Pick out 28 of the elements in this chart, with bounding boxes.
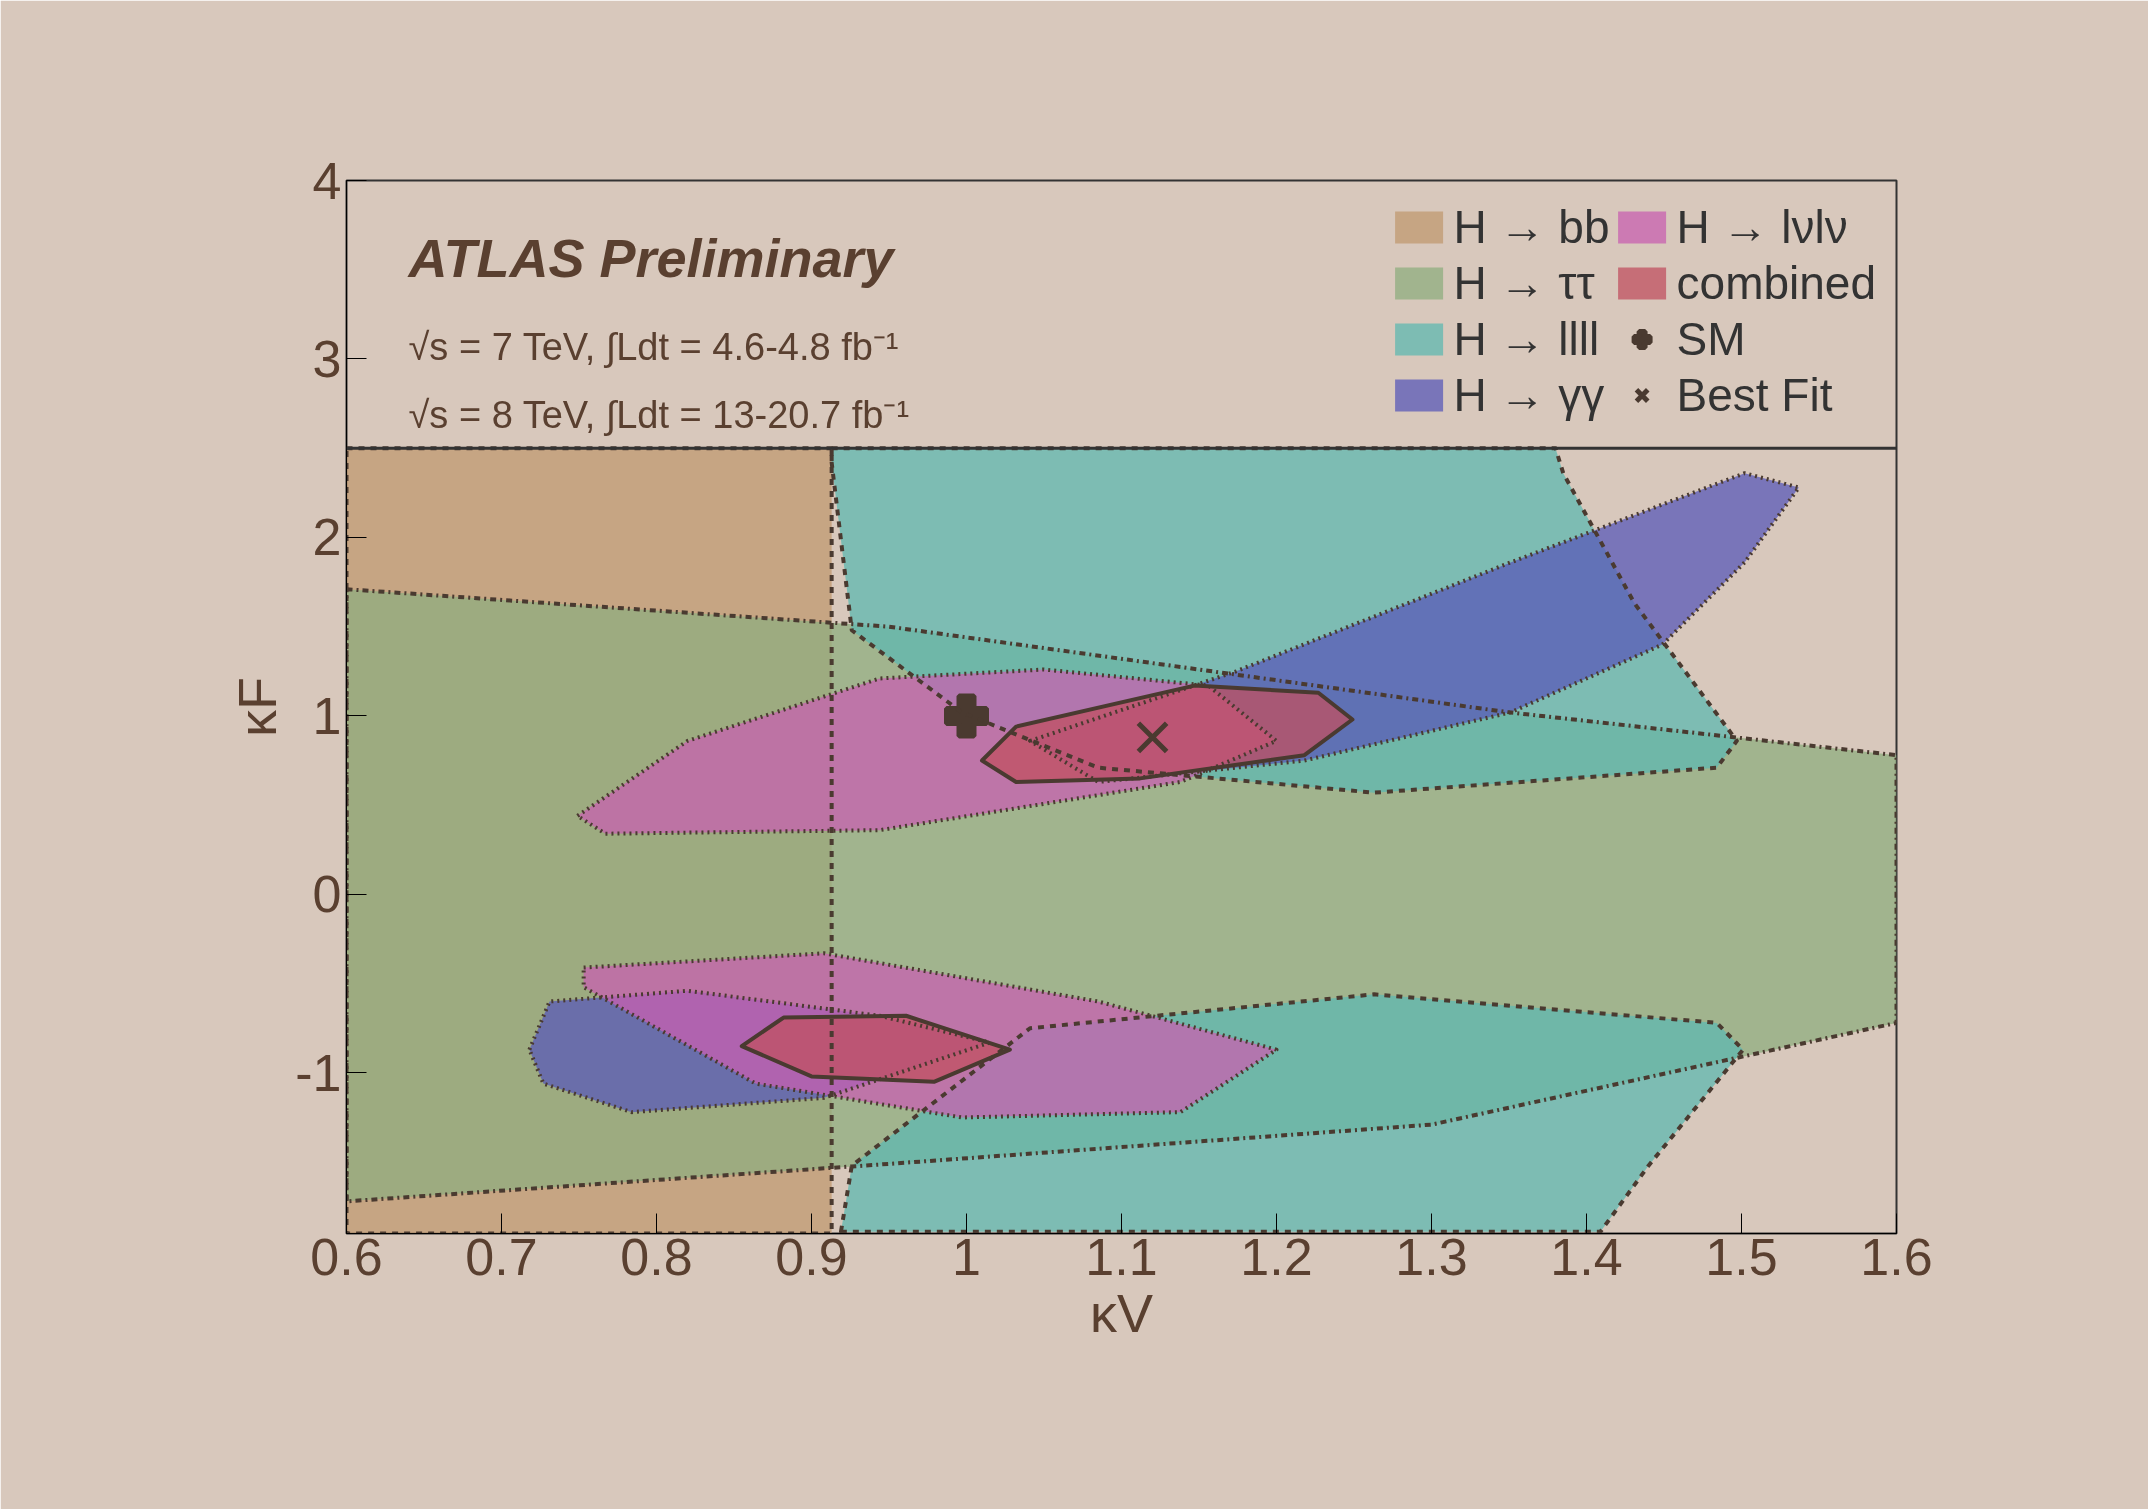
x-tick-label: 1.4	[1550, 1227, 1623, 1286]
legend-label: H → bb	[1453, 200, 1610, 254]
y-tick-label: 2	[312, 508, 342, 567]
x-tick-label: 0.6	[310, 1227, 383, 1286]
x-tick-label: 0.7	[465, 1227, 538, 1286]
legend-label: H → ττ	[1453, 256, 1595, 310]
legend-label: H → γγ	[1453, 368, 1605, 422]
y-tick-label: -1	[295, 1043, 342, 1102]
x-tick-label: 0.9	[775, 1227, 848, 1286]
x-tick-label: 0.8	[620, 1227, 693, 1286]
y-tick-label: 3	[312, 329, 342, 388]
legend-label: Best Fit	[1676, 368, 1833, 422]
x-tick-label: 1.3	[1395, 1227, 1468, 1286]
y-axis-title: κF	[227, 676, 288, 737]
legend-label: H → lνlν	[1676, 200, 1848, 254]
annotation: ATLAS Preliminary	[406, 227, 897, 288]
annotation: √s = 7 TeV, ∫Ldt = 4.6-4.8 fb⁻¹	[408, 325, 899, 369]
y-tick-label: 1	[312, 686, 342, 745]
legend-label: H → llll	[1453, 312, 1600, 366]
legend-label: combined	[1676, 256, 1876, 310]
legend-label: SM	[1676, 312, 1746, 366]
y-tick-label: 0	[312, 865, 342, 924]
x-tick-label: 1	[952, 1227, 981, 1286]
annotation: √s = 8 TeV, ∫Ldt = 13-20.7 fb⁻¹	[408, 393, 910, 437]
y-tick-label: 4	[312, 151, 342, 210]
x-tick-label: 1.2	[1240, 1227, 1313, 1286]
x-tick-label: 1.6	[1860, 1227, 1933, 1286]
x-tick-label: 1.5	[1705, 1227, 1778, 1286]
